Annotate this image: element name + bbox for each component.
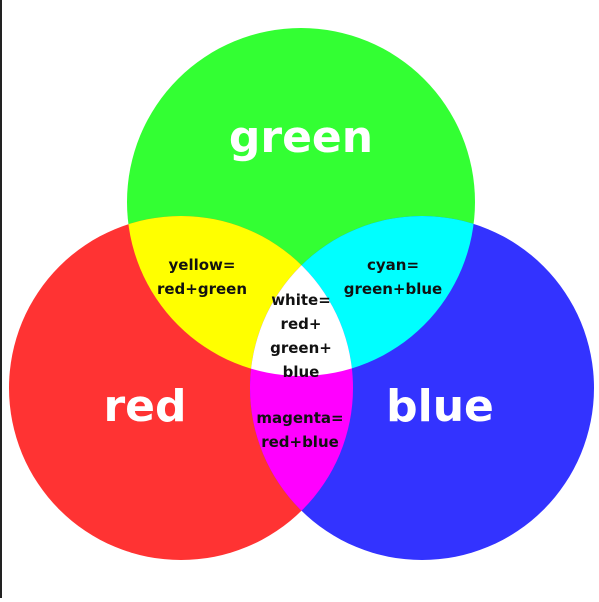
label-cyan-line1: cyan= [367, 256, 419, 274]
label-white-line2: red+ [281, 315, 322, 333]
label-magenta-line2: red+blue [261, 433, 339, 451]
cyan-region [250, 216, 475, 376]
label-blue: blue [386, 381, 494, 432]
yellow-region [127, 216, 353, 376]
label-white-line3: green+ [270, 339, 332, 357]
label-red: red [103, 381, 186, 432]
label-yellow-line1: yellow= [169, 256, 236, 274]
label-white-line4: blue [283, 363, 320, 381]
label-cyan-line2: green+blue [344, 280, 442, 298]
label-magenta-line1: magenta= [256, 409, 343, 427]
label-green: green [229, 112, 373, 163]
left-border [0, 0, 2, 598]
label-white-line1: white= [271, 291, 331, 309]
label-yellow-line2: red+green [157, 280, 247, 298]
